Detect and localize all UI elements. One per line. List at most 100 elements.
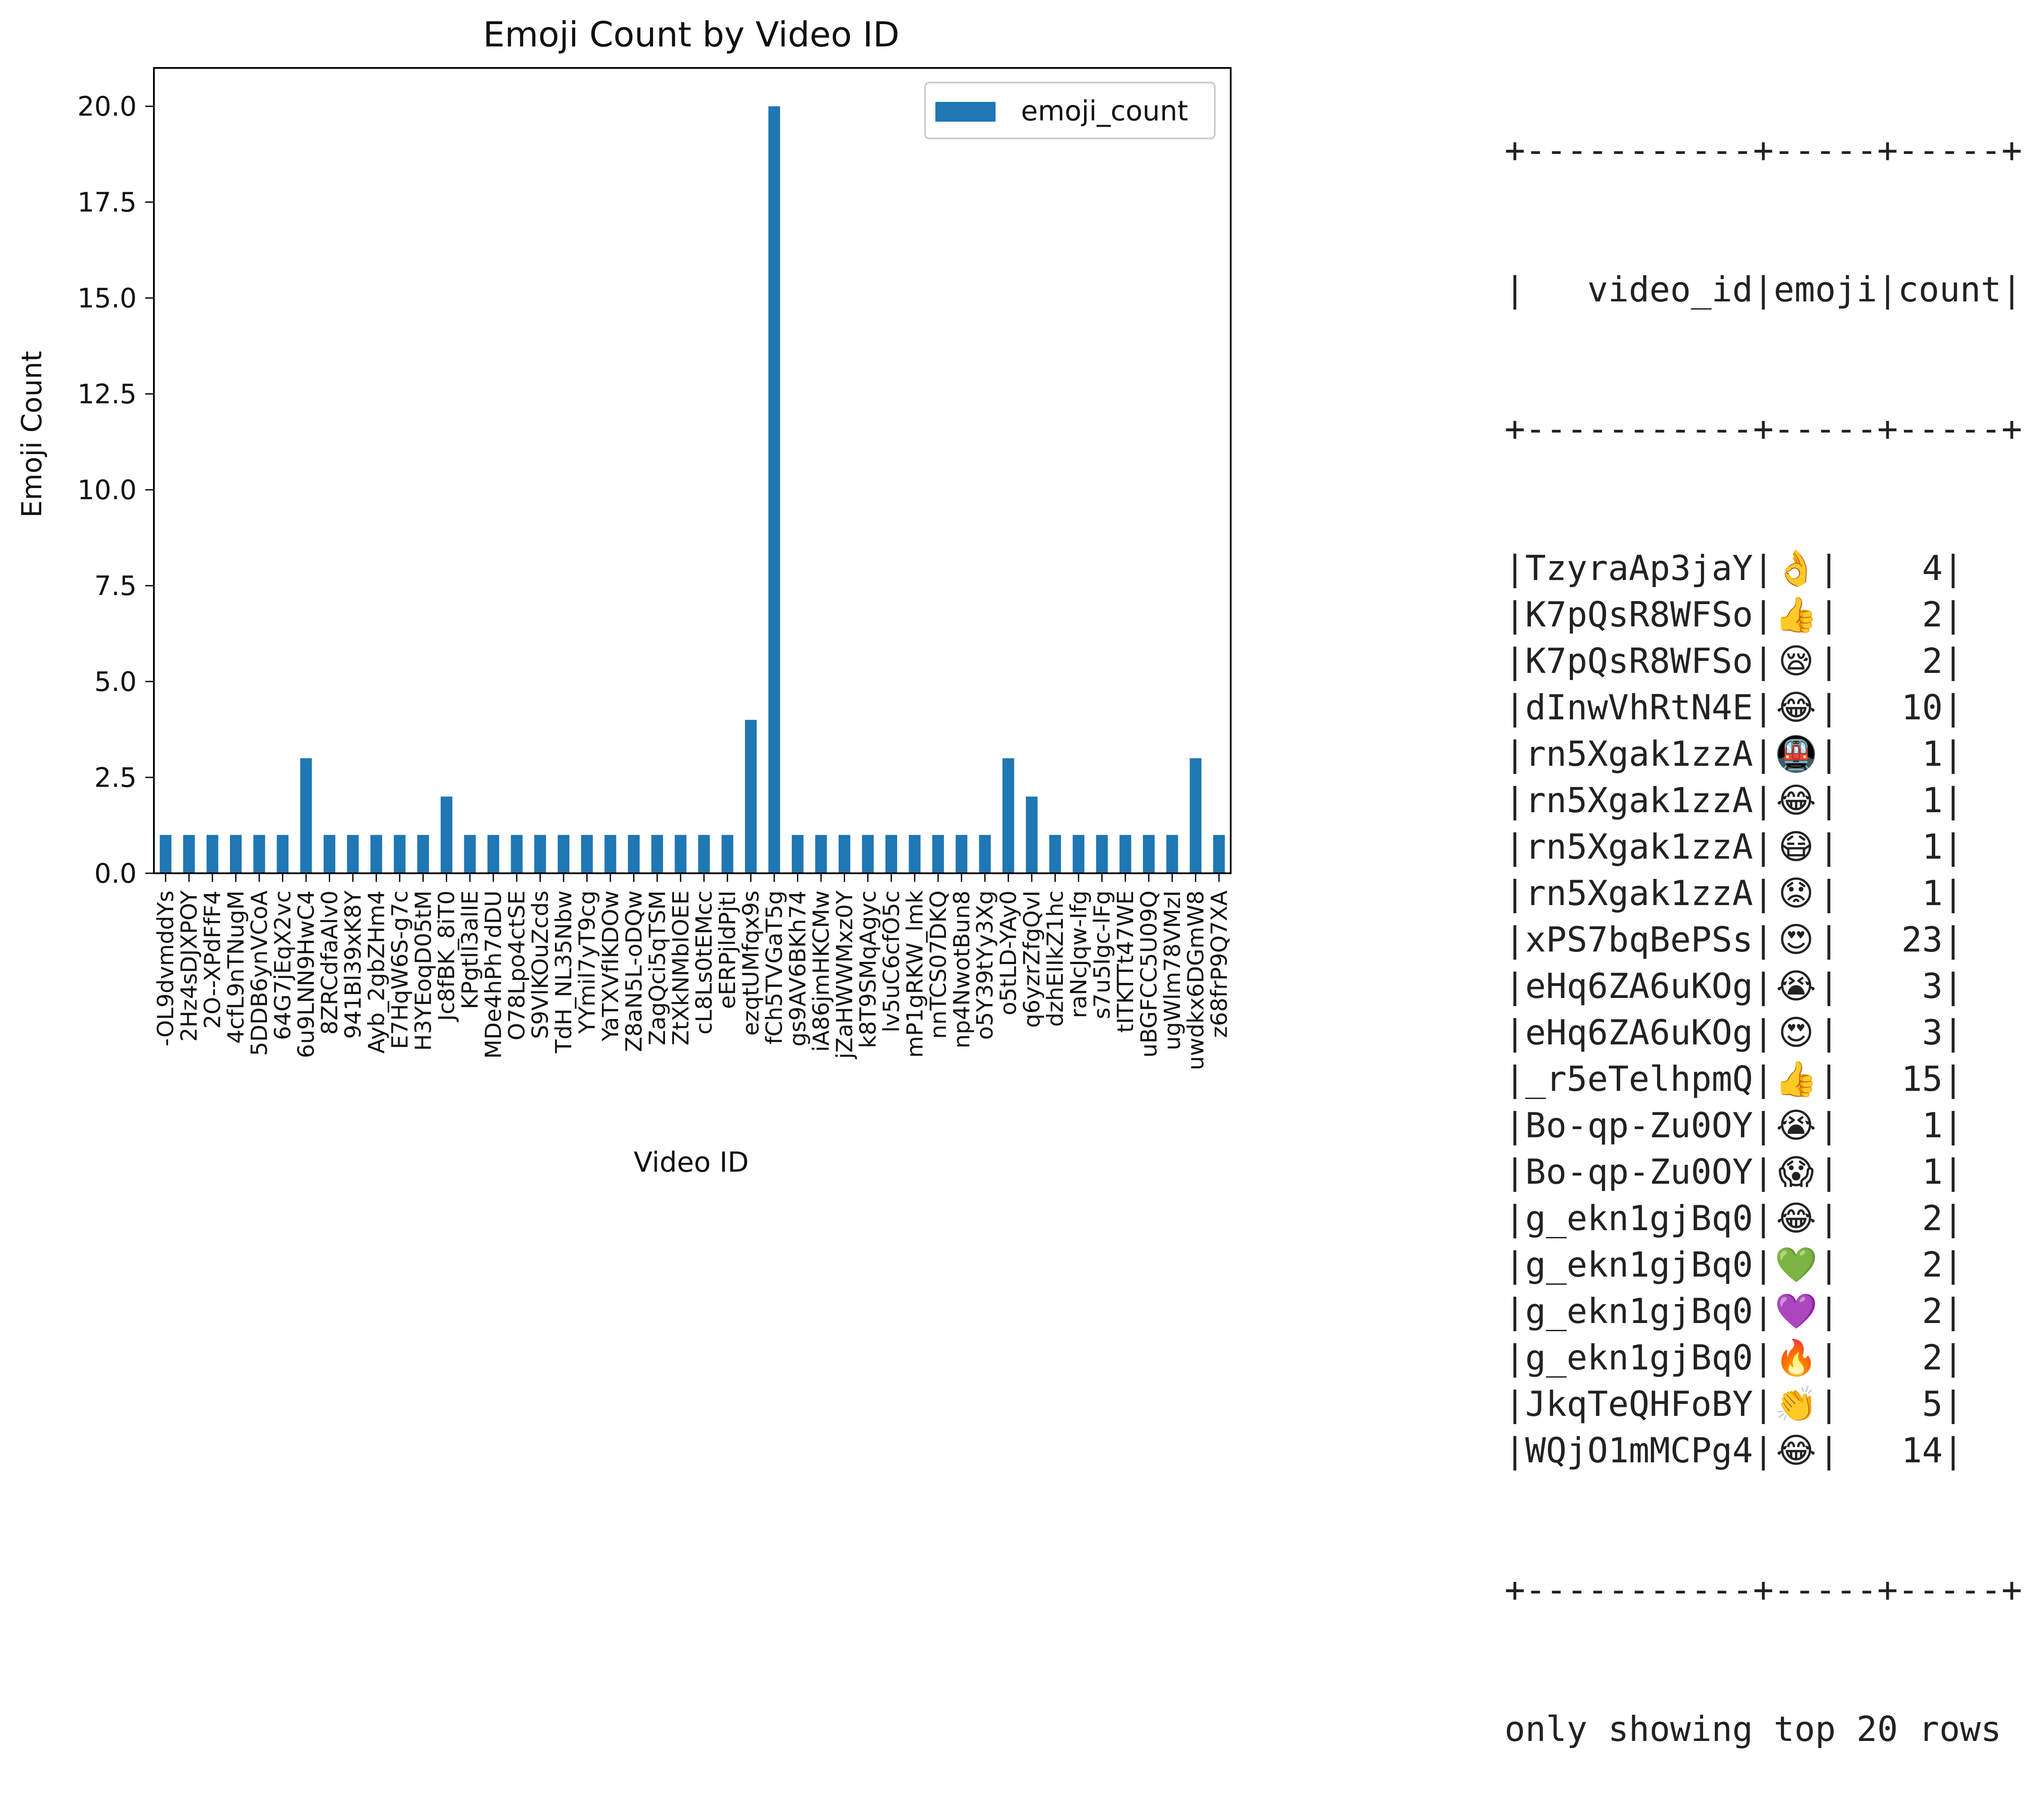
table-cell-pipe: | bbox=[1505, 827, 1526, 867]
table-cell-pipe: | bbox=[1943, 1013, 1964, 1053]
table-cell-pipe: | bbox=[1943, 734, 1964, 774]
table-cell-count: 2 bbox=[1922, 1291, 1943, 1331]
table-cell-emoji: 👏 bbox=[1774, 1384, 1818, 1424]
table-row: |rn5Xgak1zzA|😂| 1| bbox=[1505, 777, 2022, 824]
table-cell-count: 1 bbox=[1922, 1152, 1943, 1192]
x-tick-label: TdH_NL35Nbw bbox=[551, 890, 577, 1053]
table-cell-pipe: | bbox=[1753, 966, 1774, 1006]
bar bbox=[1119, 835, 1131, 873]
table-cell-pipe: | bbox=[1943, 827, 1964, 867]
table-cell-pipe: | bbox=[1505, 1152, 1526, 1192]
bar bbox=[791, 835, 804, 873]
table-cell-emoji: 😍 bbox=[1778, 920, 1814, 960]
x-tick-label: S9VlKOuZcds bbox=[528, 890, 554, 1039]
table-cell-count: 1 bbox=[1922, 780, 1943, 820]
y-tick-label: 17.5 bbox=[77, 187, 137, 218]
table-cell-pipe: | bbox=[1505, 688, 1526, 728]
legend-label: emoji_count bbox=[1021, 95, 1188, 127]
table-cell-pipe: | bbox=[1818, 827, 1839, 867]
table-cell-pipe: | bbox=[1753, 1013, 1774, 1053]
table-cell-pipe: | bbox=[1943, 873, 1964, 913]
x-tick-label: ugWlm78VMzI bbox=[1160, 890, 1186, 1050]
bar-chart: Emoji Count by Video ID Emoji Count Vide… bbox=[16, 15, 1232, 1179]
bar bbox=[183, 835, 195, 873]
bar bbox=[956, 835, 968, 873]
table-cell-count: 1 bbox=[1922, 873, 1943, 913]
table-cell-pipe: | bbox=[1818, 1152, 1839, 1192]
bar bbox=[862, 835, 874, 873]
bar bbox=[323, 835, 336, 873]
table-cell-pipe: | bbox=[1943, 641, 1964, 681]
table-row: |K7pQsR8WFSo|👍| 2| bbox=[1505, 592, 2022, 638]
x-tick-label: O78Lpo4ctSE bbox=[504, 890, 530, 1041]
table-row: |eHq6ZA6uKOg|😭| 3| bbox=[1505, 963, 2022, 1010]
table-cell-count: 5 bbox=[1922, 1384, 1943, 1424]
bar bbox=[604, 835, 616, 873]
table-cell-emoji: 😱 bbox=[1778, 1152, 1814, 1192]
table-cell-pipe: | bbox=[1505, 1245, 1526, 1285]
table-cell-pipe: | bbox=[1818, 1338, 1839, 1378]
table-cell-pipe: | bbox=[1505, 1013, 1526, 1053]
bar bbox=[464, 835, 476, 873]
table-cell-pipe: | bbox=[1753, 780, 1774, 820]
table-cell-pipe: | bbox=[1753, 1198, 1774, 1238]
table-row: |dInwVhRtN4E|😂| 10| bbox=[1505, 685, 2022, 731]
table-cell-pipe: | bbox=[1753, 595, 1774, 635]
table-cell-pipe: | bbox=[1818, 595, 1839, 635]
bar bbox=[417, 835, 429, 873]
bar bbox=[768, 106, 780, 874]
bar bbox=[441, 796, 453, 873]
bar bbox=[276, 835, 289, 873]
table-cell-pipe: | bbox=[1943, 688, 1964, 728]
table-cell-pipe: | bbox=[1943, 1245, 1964, 1285]
table-cell-video-id: K7pQsR8WFSo bbox=[1525, 595, 1753, 635]
table-cell-pipe: | bbox=[1818, 1384, 1839, 1424]
table-cell-pipe: | bbox=[1818, 734, 1839, 774]
table-cell-pipe: | bbox=[1505, 1059, 1526, 1099]
y-tick-label: 15.0 bbox=[77, 282, 137, 314]
table-cell-count: 2 bbox=[1922, 595, 1943, 635]
table-row: |K7pQsR8WFSo| 😪 | 2| bbox=[1505, 638, 2022, 685]
bar bbox=[1049, 835, 1061, 873]
table-cell-pipe: | bbox=[1753, 920, 1774, 960]
x-tick-label: k8T9SMqAgyc bbox=[855, 890, 881, 1048]
table-cell-video-id: g_ekn1gjBq0 bbox=[1525, 1198, 1753, 1238]
x-tick-label: uBGFCC5U09Q bbox=[1136, 890, 1162, 1058]
table-cell-video-id: g_ekn1gjBq0 bbox=[1525, 1338, 1753, 1378]
x-tick-label: 2O--XPdFfF4 bbox=[200, 890, 226, 1029]
x-tick-label: o5tLD-YAy0 bbox=[996, 890, 1022, 1016]
chart-title: Emoji Count by Video ID bbox=[483, 15, 900, 55]
x-tick-label: 4cfL9nTNugM bbox=[224, 890, 249, 1044]
bar bbox=[487, 835, 500, 873]
table-cell-pipe: | bbox=[1753, 734, 1774, 774]
table-cell-emoji: 🔥 bbox=[1774, 1338, 1818, 1378]
table-cell-video-id: rn5Xgak1zzA bbox=[1525, 734, 1753, 774]
table-cell-count: 4 bbox=[1922, 548, 1943, 588]
bar bbox=[1143, 835, 1155, 873]
table-row: |rn5Xgak1zzA| 😟 | 1| bbox=[1505, 870, 2022, 917]
table-cell-pipe: | bbox=[1818, 873, 1839, 913]
table-cell-pipe: | bbox=[1818, 1431, 1839, 1471]
table-cell-pipe: | bbox=[1943, 1059, 1964, 1099]
x-tick-label: o5Y39tYy3Xg bbox=[972, 890, 998, 1040]
table-row: |g_ekn1gjBq0|😂| 2| bbox=[1505, 1195, 2022, 1242]
x-tick-label: jZaHWWMxz0Y bbox=[832, 890, 858, 1059]
x-tick-label: H3YEoqD05tM bbox=[411, 890, 436, 1051]
table-cell-pipe: | bbox=[1818, 1105, 1839, 1145]
table-cell-pipe: | bbox=[1505, 780, 1526, 820]
y-axis-label: Emoji Count bbox=[16, 351, 48, 518]
table-cell-video-id: eHq6ZA6uKOg bbox=[1525, 966, 1753, 1006]
table-cell-count: 2 bbox=[1922, 1338, 1943, 1378]
x-tick-label: raNcJqw-Ifg bbox=[1066, 890, 1092, 1018]
table-cell-pipe: | bbox=[1818, 780, 1839, 820]
data-table-output: +-----------+-----+-----+ | video_id|emo… bbox=[1505, 34, 2022, 1799]
bar bbox=[979, 835, 991, 873]
table-cell-pipe: | bbox=[1818, 1059, 1839, 1099]
table-cell-emoji: 💚 bbox=[1774, 1245, 1818, 1285]
x-tick-label: fCh5TVGaT5g bbox=[762, 890, 788, 1044]
table-cell-video-id: rn5Xgak1zzA bbox=[1525, 780, 1753, 820]
table-cell-pipe: | bbox=[1818, 688, 1839, 728]
table-cell-pipe: | bbox=[1753, 1431, 1774, 1471]
x-tick-label: lv5uC6cfO5c bbox=[879, 890, 904, 1032]
table-cell-emoji: 😂 bbox=[1776, 688, 1817, 728]
